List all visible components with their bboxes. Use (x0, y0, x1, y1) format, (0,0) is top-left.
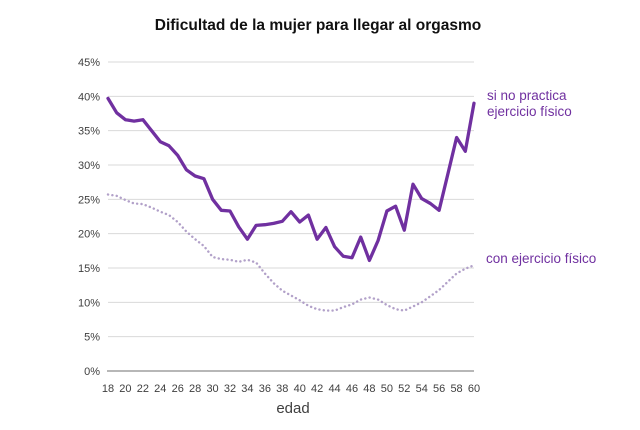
series-label-no-exercise-line2: ejercicio físico (487, 104, 572, 119)
x-tick-label: 28 (189, 383, 201, 395)
chart-title: Dificultad de la mujer para llegar al or… (155, 17, 481, 34)
x-tick-label: 18 (102, 383, 114, 395)
x-tick-label: 24 (154, 383, 166, 395)
x-axis-title: edad (276, 400, 309, 417)
x-tick-label: 40 (294, 383, 306, 395)
x-tick-label: 50 (381, 383, 393, 395)
x-tick-label: 42 (311, 383, 323, 395)
series-label-no-exercise-line1: si no practica (487, 88, 567, 103)
y-tick-label: 10% (78, 297, 100, 309)
series-lines (106, 96, 476, 312)
x-tick-label: 54 (416, 383, 428, 395)
x-tick-label: 52 (398, 383, 410, 395)
x-tick-label: 20 (119, 383, 131, 395)
x-tick-label: 32 (224, 383, 236, 395)
y-tick-label: 15% (78, 263, 100, 275)
gridlines (108, 61, 474, 338)
x-tick-label: 58 (450, 383, 462, 395)
x-tick-label: 22 (137, 383, 149, 395)
y-tick-label: 20% (78, 229, 100, 241)
x-axis-tick-labels: 18 20 22 24 26 28 30 32 34 36 38 40 42 44 46 48 50 52 54 56… (102, 383, 480, 395)
x-tick-label: 48 (363, 383, 375, 395)
x-tick-label: 44 (328, 383, 340, 395)
x-tick-label: 30 (206, 383, 218, 395)
x-tick-label: 38 (276, 383, 288, 395)
series-line-with-exercise (106, 193, 476, 312)
y-tick-label: 45% (78, 57, 100, 69)
y-tick-label: 5% (84, 332, 100, 344)
y-tick-label: 0% (84, 366, 100, 378)
y-axis-tick-labels: 0% 5% 10% 15% 20% 25% 30% 35% 40% 45% (78, 57, 100, 378)
x-tick-label: 60 (468, 383, 480, 395)
series-line-no-exercise (106, 96, 476, 263)
x-tick-label: 34 (241, 383, 253, 395)
x-tick-label: 36 (259, 383, 271, 395)
x-tick-label: 46 (346, 383, 358, 395)
x-tick-label: 26 (172, 383, 184, 395)
series-label-with-exercise: con ejercicio físico (486, 251, 596, 266)
y-tick-label: 35% (78, 126, 100, 138)
y-tick-label: 40% (78, 91, 100, 103)
y-tick-label: 30% (78, 160, 100, 172)
x-tick-label: 56 (433, 383, 445, 395)
y-tick-label: 25% (78, 194, 100, 206)
